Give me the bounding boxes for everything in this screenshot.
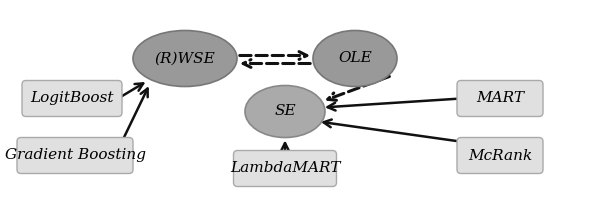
FancyBboxPatch shape [22, 81, 122, 117]
Ellipse shape [133, 31, 237, 86]
Text: LogitBoost: LogitBoost [30, 92, 114, 106]
FancyBboxPatch shape [457, 81, 543, 117]
Text: OLE: OLE [338, 52, 372, 66]
Ellipse shape [313, 31, 397, 86]
Text: MART: MART [476, 92, 524, 106]
Text: Gradient Boosting: Gradient Boosting [4, 148, 146, 163]
FancyBboxPatch shape [17, 138, 133, 173]
Text: (R)WSE: (R)WSE [155, 52, 216, 66]
FancyBboxPatch shape [234, 151, 336, 187]
Text: McRank: McRank [468, 148, 532, 163]
Text: SE: SE [274, 105, 296, 119]
Text: LambdaMART: LambdaMART [230, 162, 340, 176]
Ellipse shape [245, 85, 325, 138]
FancyBboxPatch shape [457, 138, 543, 173]
